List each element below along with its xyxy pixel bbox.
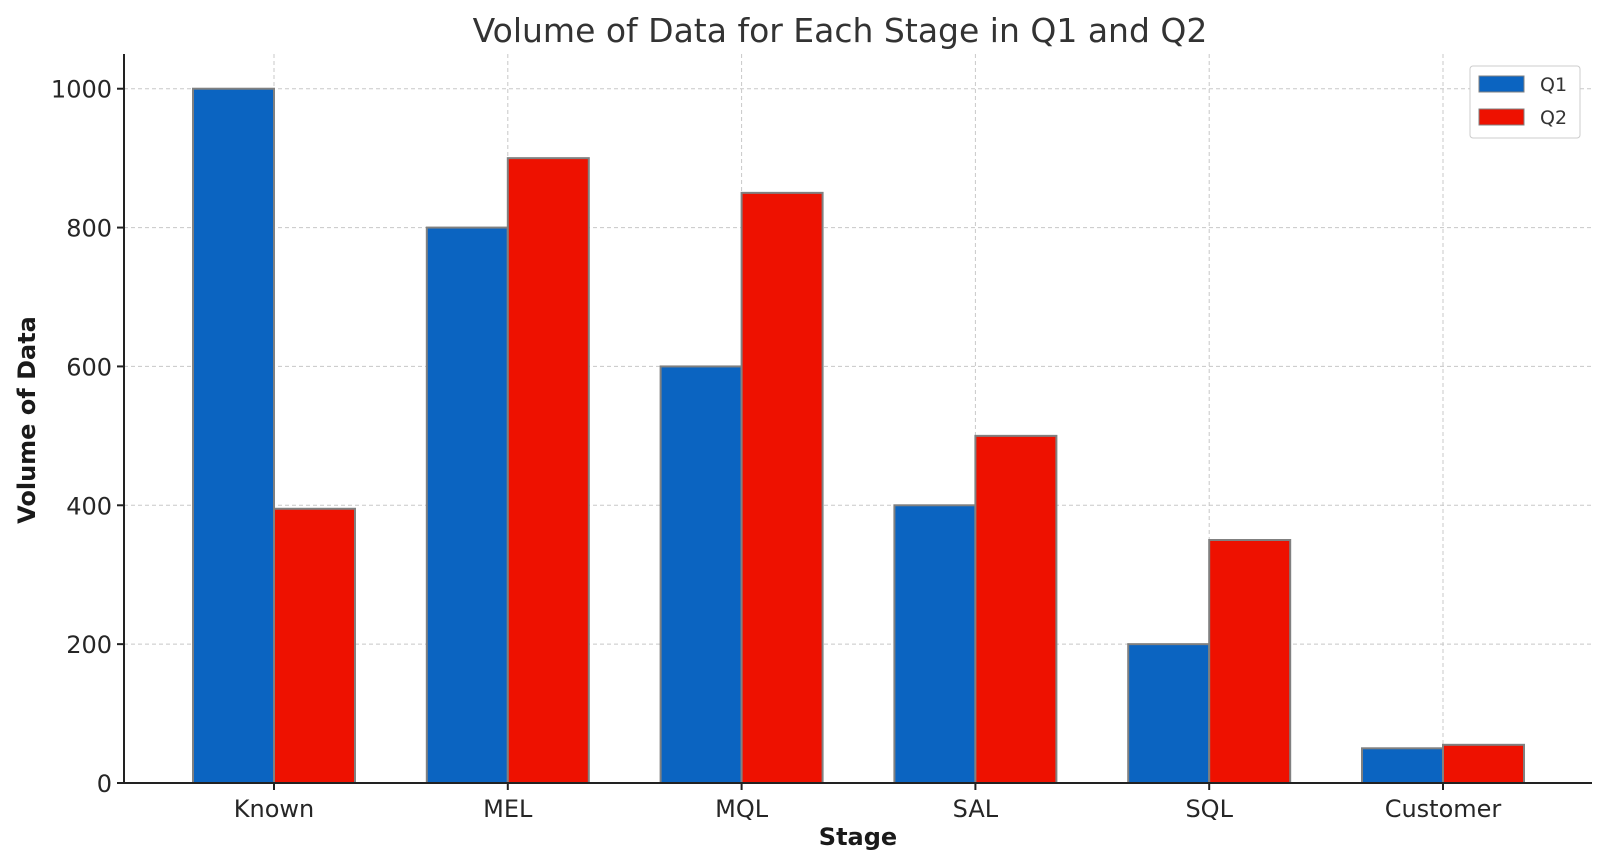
chart-title: Volume of Data for Each Stage in Q1 and …: [473, 11, 1208, 50]
bar-q1-mel: [425, 226, 509, 785]
bar-q2-mel: [506, 157, 590, 784]
legend-swatch-q1: [1478, 75, 1525, 93]
y-tick-label-600: 600: [66, 353, 112, 381]
bar-q2-customer: [1442, 743, 1525, 784]
y-tick-labels: 0 200 400 600 800 1000: [51, 76, 124, 798]
x-tick-label-sal: SAL: [953, 795, 999, 823]
bar-q2-known: [273, 507, 356, 784]
bar-q2-sql: [1208, 539, 1292, 784]
x-tick-label-mel: MEL: [483, 795, 533, 823]
y-tick-label-200: 200: [66, 631, 112, 659]
legend-label-q2: Q2: [1540, 107, 1567, 129]
bar-q1-known: [192, 87, 275, 784]
x-tick-label-mql: MQL: [715, 795, 769, 823]
bars: [192, 87, 1525, 785]
x-tick-label-sql: SQL: [1185, 795, 1233, 823]
legend: Q1 Q2: [1469, 65, 1581, 139]
axes: [123, 54, 1592, 784]
y-tick-label-1000: 1000: [51, 76, 112, 104]
x-tick-label-known: Known: [234, 795, 314, 823]
bar-q1-customer: [1361, 747, 1444, 784]
x-tick-label-customer: Customer: [1385, 795, 1502, 823]
bar-q1-sql: [1127, 643, 1211, 785]
x-axis-label: Stage: [819, 823, 897, 851]
y-axis-label: Volume of Data: [13, 316, 41, 524]
y-tick-label-400: 400: [66, 492, 112, 520]
x-tick-labels: Known MEL MQL SAL SQL Customer: [234, 783, 1502, 823]
legend-label-q1: Q1: [1540, 74, 1567, 96]
y-tick-label-800: 800: [66, 215, 112, 243]
bar-q2-sal: [974, 434, 1058, 784]
bar-q2-mql: [740, 191, 824, 785]
legend-swatch-q2: [1478, 108, 1525, 126]
bar-q1-mql: [659, 365, 743, 784]
y-tick-label-0: 0: [97, 770, 112, 798]
bar-q1-sal: [893, 504, 977, 784]
